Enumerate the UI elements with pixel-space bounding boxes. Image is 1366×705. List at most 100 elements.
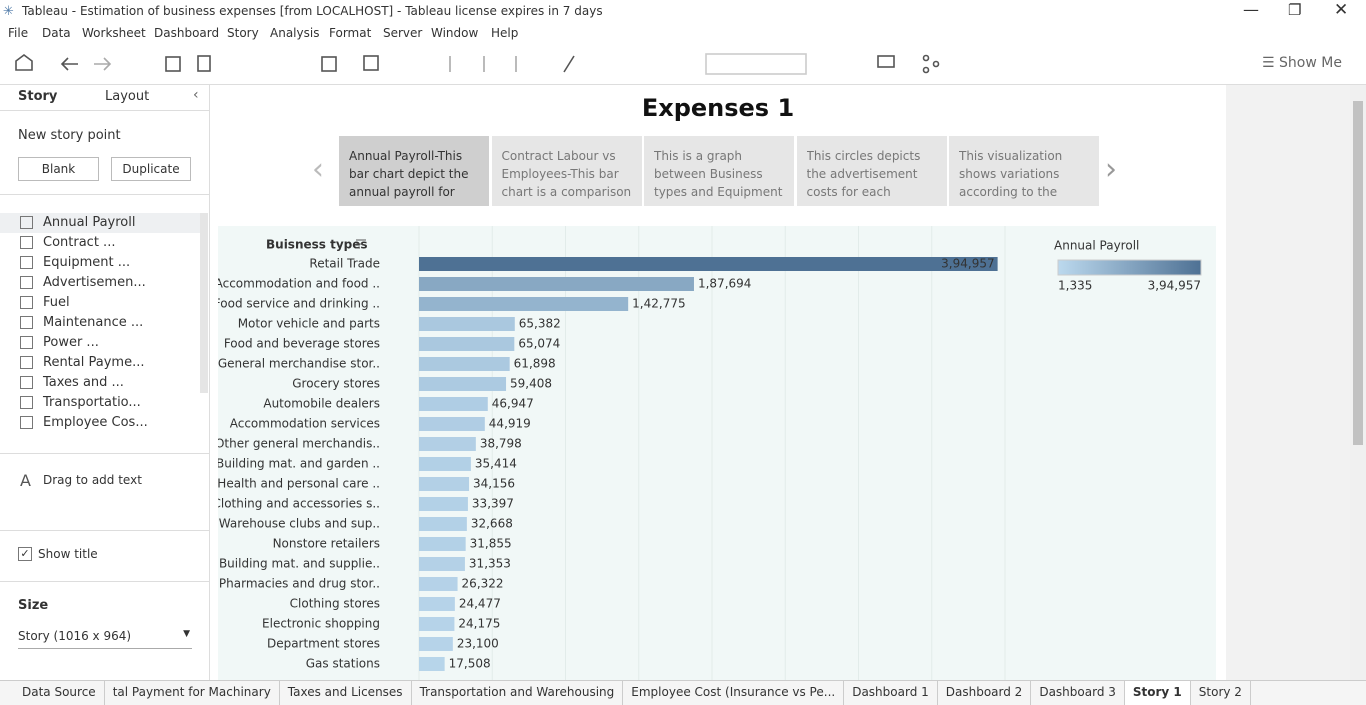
new-sheet-icon[interactable] (321, 56, 337, 72)
category-label: Other general merchandis.. (218, 437, 380, 451)
dropdown-arrow: ▼ (183, 629, 190, 639)
story-point-text: This is a graph between Business types a… (654, 149, 783, 199)
duplicate-icon[interactable] (363, 55, 379, 71)
story-point[interactable]: This is a graph between Business types a… (644, 136, 794, 206)
story-point-text: This visualization shows variations acco… (959, 149, 1063, 199)
menu-item[interactable]: Worksheet (82, 26, 146, 40)
sheet-list: Annual Payroll Contract ... Equipment ... A… (0, 213, 200, 441)
menu-item[interactable]: Format (329, 26, 372, 40)
collapse-icon[interactable]: ‹ (193, 87, 199, 103)
story-button[interactable]: Duplicate (111, 157, 191, 181)
bar (419, 257, 998, 271)
sheet-item[interactable]: Power ... (0, 333, 200, 353)
close[interactable]: ✕ (1334, 0, 1349, 20)
menu-item[interactable]: Analysis (270, 26, 320, 40)
sheet-tab[interactable]: Data Source (0, 681, 105, 705)
text-icon: A (20, 471, 31, 490)
story-point[interactable]: This circles depicts the advertisement c… (796, 136, 947, 206)
menu-bar: File Data Worksheet Dashboard Story Analysis F… (0, 22, 1366, 44)
sheet-name: Taxes and ... (43, 375, 124, 390)
value-label: 44,919 (489, 417, 531, 431)
save-icon[interactable] (165, 56, 181, 72)
category-label: Accommodation services (230, 417, 380, 431)
sheet-item[interactable]: Annual Payroll (0, 213, 200, 233)
sheet-tab[interactable]: Story 2 (1191, 681, 1251, 705)
fit-dropdown[interactable] (705, 53, 807, 75)
sort-icons[interactable] (449, 56, 517, 72)
story-point[interactable]: Contract Labour vs Employees-This bar ch… (491, 136, 642, 206)
sheet-item[interactable]: Advertisemen... (0, 273, 200, 293)
sheet-tab[interactable]: Story 1 (1124, 681, 1191, 705)
show-title-checkbox[interactable]: ✓ (18, 547, 32, 561)
bar (419, 577, 458, 591)
category-label: Electronic shopping (262, 617, 380, 631)
home-icon[interactable] (15, 54, 33, 71)
undo-icon[interactable] (60, 57, 78, 71)
field-header: Buisness types (266, 238, 368, 252)
scrollbar (1350, 85, 1366, 680)
presentation-icon[interactable] (877, 55, 895, 68)
sheet-item[interactable]: Maintenance ... (0, 313, 200, 333)
sheet-item[interactable]: Fuel (0, 293, 200, 313)
show-me[interactable]: ☰ Show Me (1262, 55, 1342, 71)
sheet-item[interactable]: Rental Payme... (0, 353, 200, 373)
sheet-tab[interactable]: Taxes and Licenses (280, 681, 412, 705)
scroll-thumb[interactable] (1353, 101, 1363, 445)
value-label: 24,175 (458, 617, 500, 631)
menu-item[interactable]: File (8, 26, 29, 40)
sheet-tab[interactable]: tal Payment for Machinary (105, 681, 280, 705)
bar (419, 297, 629, 311)
story-point-text: Annual Payroll-This bar chart depict the… (349, 149, 469, 199)
category-label: General merchandise stor.. (218, 357, 380, 371)
sheet-icon (20, 396, 33, 409)
sheet-tab[interactable]: Dashboard 3 (1031, 681, 1125, 705)
drag-text[interactable]: Drag to add text (43, 473, 142, 487)
story-buttons: Blank Duplicate (18, 157, 198, 181)
menu-item[interactable]: Window (431, 26, 479, 40)
story-point[interactable]: Annual Payroll-This bar chart depict the… (339, 136, 489, 206)
sheet-item[interactable]: Transportatio... (0, 393, 200, 413)
menu-item[interactable]: Help (491, 26, 519, 40)
sheet-icon (20, 336, 33, 349)
new-source-icon[interactable] (197, 55, 211, 72)
pane-tab[interactable]: Layout (105, 89, 150, 104)
sheet-tab[interactable]: Dashboard 2 (938, 681, 1032, 705)
new-story-point: New story point (18, 128, 121, 143)
value-label: 35,414 (475, 457, 517, 471)
pane-tab[interactable]: Story (18, 89, 58, 104)
sheet-item[interactable]: Equipment ... (0, 253, 200, 273)
menu-item[interactable]: Server (383, 26, 423, 40)
redo-icon[interactable] (94, 57, 112, 71)
story-point[interactable]: This visualization shows variations acco… (949, 136, 1099, 206)
sheet-name: Power ... (43, 335, 99, 350)
menu-item[interactable]: Story (227, 26, 259, 40)
next-arrow[interactable]: › (1105, 152, 1117, 187)
highlight-icon[interactable] (563, 55, 575, 73)
story-button[interactable]: Blank (18, 157, 99, 181)
sheet-item[interactable]: Employee Cos... (0, 413, 200, 433)
viz-background (218, 226, 1216, 680)
prev-arrow[interactable]: ‹ (312, 152, 324, 187)
sheet-tab[interactable]: Transportation and Warehousing (412, 681, 624, 705)
menu-item[interactable]: Data (42, 26, 71, 40)
pane-tabs: Story Layout ‹ (0, 85, 210, 111)
category-label: Accommodation and food .. (218, 277, 380, 291)
sort-icon (356, 239, 366, 249)
sheet-tab[interactable]: Employee Cost (Insurance vs Pe... (623, 681, 845, 705)
maximize[interactable]: ❐ (1288, 1, 1302, 19)
sheet-tab[interactable]: Dashboard 1 (844, 681, 938, 705)
category-label: Nonstore retailers (273, 537, 380, 551)
legend-ramp (1057, 259, 1202, 276)
menu-item[interactable]: Dashboard (154, 26, 220, 40)
minimize[interactable]: — (1243, 0, 1259, 19)
category-label: Motor vehicle and parts (238, 317, 380, 331)
story-point-text: Contract Labour vs Employees-This bar ch… (501, 149, 632, 199)
app-icon: ✳ (3, 4, 14, 19)
category-label: Pharmacies and drug stor.. (219, 577, 380, 591)
sheet-item[interactable]: Taxes and ... (0, 373, 200, 393)
category-label: Department stores (267, 637, 380, 651)
size-dropdown[interactable]: Story (1016 x 964) ▼ (18, 629, 192, 649)
sheet-item[interactable]: Contract ... (0, 233, 200, 253)
bar (419, 377, 507, 391)
